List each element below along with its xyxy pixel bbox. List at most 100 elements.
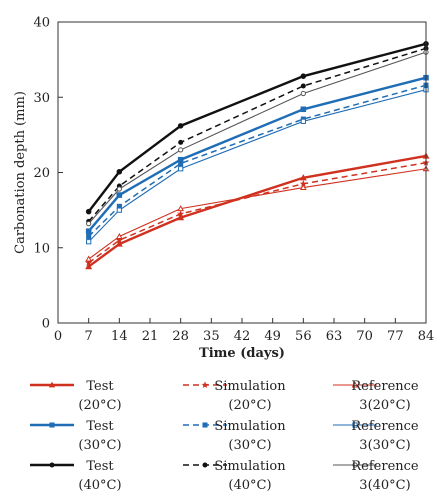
legend-item: Reference 3(40°C)	[333, 459, 419, 493]
data-point-marker	[85, 255, 93, 262]
x-axis-title: Time (days)	[199, 346, 285, 361]
x-tick-label: 84	[418, 329, 435, 344]
legend-label: Test	[86, 379, 114, 394]
data-point-marker	[116, 207, 122, 213]
legend-label: (40°C)	[78, 478, 121, 493]
legend-label: 3(30°C)	[359, 438, 410, 453]
series-line	[88, 161, 427, 264]
data-point-marker	[116, 168, 123, 175]
legend: Test (20°C) Simulation (20°C) Reference 3(20°…	[30, 379, 419, 493]
legend-label: Simulation	[214, 379, 286, 394]
data-point-marker	[178, 147, 184, 153]
plot-area	[85, 41, 430, 270]
data-point-marker	[201, 381, 209, 389]
data-point-marker	[48, 381, 56, 388]
legend-label: (30°C)	[228, 438, 271, 453]
series-4	[86, 82, 429, 239]
x-tick-label: 0	[54, 329, 62, 344]
x-tick-label: 49	[264, 329, 281, 344]
data-point-marker	[352, 462, 358, 468]
data-point-marker	[300, 106, 307, 113]
data-point-marker	[86, 233, 92, 239]
data-point-marker	[115, 236, 123, 244]
data-point-marker	[116, 186, 122, 192]
series-line	[88, 51, 427, 225]
series-line	[88, 84, 427, 237]
legend-label: Test	[86, 459, 114, 474]
data-point-marker	[299, 174, 307, 181]
series-line	[87, 76, 427, 232]
data-point-marker	[116, 192, 123, 198]
series-8	[86, 49, 429, 227]
data-point-marker	[177, 123, 184, 129]
legend-item: Reference 3(30°C)	[333, 419, 419, 453]
axes: 0 7 14 21 28 35 42 49 56 63 70 77 84 0 10 20 30 40	[33, 16, 434, 345]
x-tick-label: 56	[295, 329, 312, 344]
series-0	[85, 152, 430, 270]
data-point-marker	[300, 73, 307, 79]
x-tick-label: 28	[172, 329, 189, 344]
legend-item: Simulation (20°C)	[183, 379, 286, 413]
data-point-marker	[177, 210, 185, 217]
data-point-marker	[299, 184, 307, 191]
data-point-marker	[85, 262, 93, 270]
x-tick-label: 7	[85, 329, 93, 344]
data-point-marker	[49, 422, 55, 428]
data-point-marker	[86, 239, 92, 245]
y-tick-label: 0	[42, 317, 50, 332]
x-tick-label: 42	[234, 329, 251, 344]
data-point-marker	[300, 90, 306, 97]
legend-label: Reference	[351, 419, 419, 434]
legend-label: Simulation	[214, 459, 286, 474]
x-tick-label: 70	[356, 329, 373, 344]
data-point-marker	[85, 259, 93, 266]
legend-label: Reference	[351, 379, 419, 394]
data-point-marker	[49, 462, 55, 468]
legend-label: (20°C)	[228, 398, 271, 413]
x-tick-label: 63	[326, 329, 343, 344]
legend-label: (40°C)	[228, 478, 271, 493]
legend-item: Simulation (30°C)	[183, 419, 286, 453]
y-tick-label: 30	[33, 91, 50, 106]
legend-label: Simulation	[214, 419, 286, 434]
x-tick-label: 14	[111, 329, 128, 344]
legend-label: Reference	[351, 459, 419, 474]
y-tick-label: 20	[33, 166, 50, 181]
data-point-marker	[177, 205, 185, 212]
data-point-marker	[178, 160, 184, 166]
data-point-marker	[202, 422, 208, 428]
x-tick-label: 77	[387, 329, 404, 344]
data-point-marker	[352, 422, 358, 428]
legend-item: Reference 3(20°C)	[333, 379, 419, 413]
legend-item: Test (30°C)	[30, 419, 122, 453]
series-2	[85, 165, 430, 262]
y-axis-title: Carbonation depth (mm)	[13, 91, 28, 254]
x-tick-label: 21	[142, 329, 159, 344]
data-point-marker	[300, 118, 306, 124]
data-point-marker	[85, 208, 92, 215]
data-point-marker	[86, 221, 92, 227]
series-6	[85, 41, 429, 215]
plot-frame	[57, 21, 427, 324]
legend-item: Test (20°C)	[30, 379, 122, 413]
y-tick-label: 40	[33, 16, 50, 31]
x-tick-label: 35	[203, 329, 220, 344]
data-point-marker	[178, 166, 184, 172]
legend-label: Test	[86, 419, 114, 434]
series-7	[86, 45, 429, 224]
data-point-marker	[351, 381, 359, 388]
legend-label: (20°C)	[78, 398, 121, 413]
data-point-marker	[85, 228, 92, 234]
legend-label: (30°C)	[78, 438, 121, 453]
data-point-marker	[115, 240, 123, 247]
legend-item: Simulation (40°C)	[183, 459, 286, 493]
legend-label: 3(20°C)	[359, 398, 410, 413]
legend-item: Test (40°C)	[30, 459, 122, 493]
data-point-marker	[202, 462, 208, 468]
y-tick-label: 10	[33, 241, 50, 256]
data-point-marker	[115, 232, 123, 239]
data-point-marker	[300, 83, 306, 89]
data-point-marker	[178, 139, 184, 145]
data-point-marker	[177, 214, 185, 221]
